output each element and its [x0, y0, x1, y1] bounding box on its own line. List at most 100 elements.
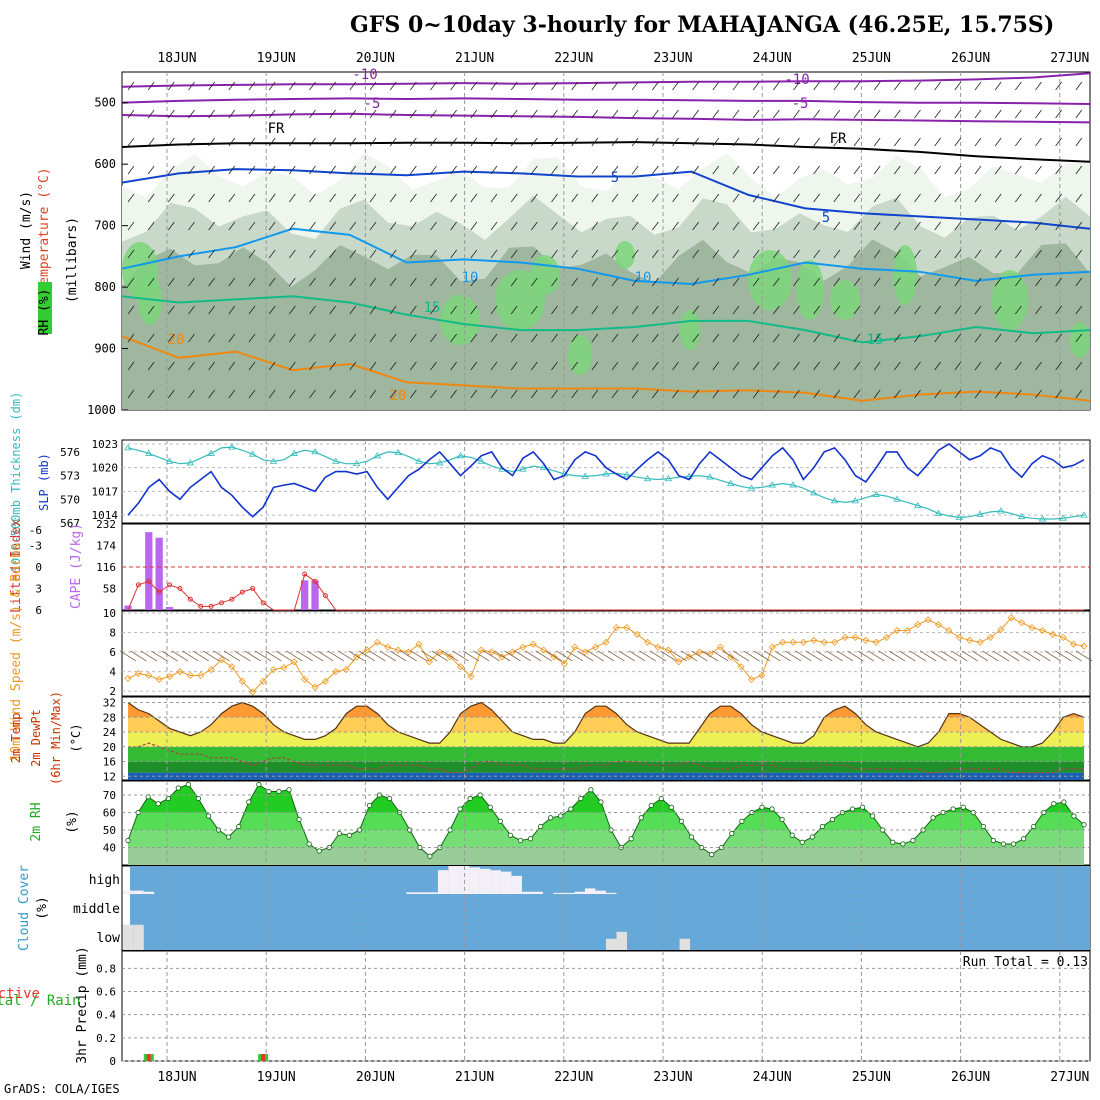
rh2m-point [195, 795, 202, 802]
wind-barb [1055, 249, 1062, 259]
thickness-point [186, 459, 195, 466]
wind-speed-point [799, 638, 808, 646]
wind-speed-point [363, 646, 371, 654]
wind-barb [652, 137, 659, 147]
wind-barb [147, 221, 155, 231]
wind-barb [914, 389, 921, 399]
wind-speed-point [914, 621, 922, 629]
wind-barb [894, 305, 901, 315]
wind-barb [369, 389, 377, 399]
wind-barb [672, 193, 679, 203]
wind-barb [571, 333, 578, 343]
wind-speed-point [342, 666, 350, 674]
wind-barb [1075, 109, 1083, 119]
wind-barb [470, 193, 478, 203]
cloud-high-bar [448, 866, 459, 894]
wind-barb [551, 333, 558, 343]
isotherm-line-0 [121, 72, 1091, 88]
wind-barb [793, 81, 800, 91]
wind-barb [873, 333, 881, 343]
wind-barb [994, 361, 1002, 371]
wind-barb [1075, 305, 1083, 315]
wind-barb [994, 165, 1002, 175]
wind-barb [712, 81, 720, 91]
wind-barb [974, 137, 982, 147]
wind-barb [954, 305, 962, 315]
wind-barb [289, 389, 296, 399]
rh2m-point [729, 830, 735, 837]
temp-tick-label: 12 [103, 770, 116, 783]
wind-barb [652, 81, 659, 91]
wind-speed-point [633, 630, 641, 639]
wind-barb [410, 137, 417, 147]
temp-band [128, 772, 1084, 780]
wind10m-barb [857, 650, 874, 662]
wind-barb [268, 277, 276, 287]
thickness-point [664, 474, 673, 482]
wind-barb [631, 389, 639, 399]
wind10m-barb [441, 650, 459, 662]
rh2m-point [205, 813, 212, 819]
wind-barb [389, 277, 397, 287]
wind10m-barb [774, 650, 791, 662]
wind-speed-point [675, 658, 683, 666]
rh2m-point [829, 816, 836, 823]
wind-barb [712, 249, 720, 259]
wind-barb [349, 249, 357, 259]
thickness-point [997, 507, 1005, 514]
wind-barb [692, 333, 699, 343]
thickness-point [789, 481, 797, 488]
cloud-high-bar [553, 892, 564, 894]
bottom-day-label: 22JUN [554, 1070, 593, 1085]
wind-barb [954, 361, 962, 371]
thickness-point [851, 497, 860, 504]
wind10m-barb [597, 650, 615, 662]
cloud-high-bar [427, 892, 438, 894]
rh2m-point [296, 816, 302, 823]
wind-barb [934, 193, 941, 203]
wind-barb [389, 249, 397, 259]
wind-barb [853, 109, 861, 119]
rh-band [128, 784, 1084, 813]
wind-barb [490, 137, 498, 147]
rh-axis-label-overlay: RH (%) [37, 289, 52, 336]
wind-barb [369, 361, 377, 371]
wind-barb [833, 389, 841, 399]
wind-barb [752, 137, 760, 147]
rh2m-point [306, 841, 312, 847]
temp-tick-label: 28 [103, 711, 116, 724]
wind-barb [934, 81, 941, 91]
wind-barb [752, 305, 760, 315]
lifted-index-point [135, 582, 141, 588]
precip-conv-axis-label: Convective [0, 986, 40, 1002]
wind-barb [531, 389, 538, 399]
wind-barb [773, 81, 780, 91]
wind-barb [268, 81, 276, 91]
wind-barb [410, 305, 417, 315]
contour-label: 5 [611, 170, 619, 186]
wind-barb [289, 137, 296, 147]
wind-barb [994, 305, 1002, 315]
wind-barb [450, 193, 457, 203]
wind-barb [1035, 277, 1042, 287]
wind-barb [752, 389, 760, 399]
wind-barb [490, 221, 498, 231]
wind-barb [268, 305, 276, 315]
wind-speed-point [404, 648, 413, 656]
wind-barb [853, 333, 861, 343]
wind-barb [1055, 333, 1062, 343]
wind-barb [571, 277, 578, 287]
temp-band [128, 702, 1084, 718]
temp-fill-group [128, 702, 1084, 780]
wind-barb [127, 361, 135, 371]
wind-barb [188, 165, 195, 175]
wind-barb [773, 333, 780, 343]
wind-barb [551, 361, 558, 371]
wind-barb [1035, 81, 1042, 91]
wind-barb [994, 249, 1002, 259]
wind-barb [631, 165, 639, 175]
wind-barb [531, 109, 538, 119]
panel-frame-precip [121, 950, 1091, 1062]
wind-barb [934, 137, 941, 147]
rh-tick-label: 70 [103, 789, 116, 802]
